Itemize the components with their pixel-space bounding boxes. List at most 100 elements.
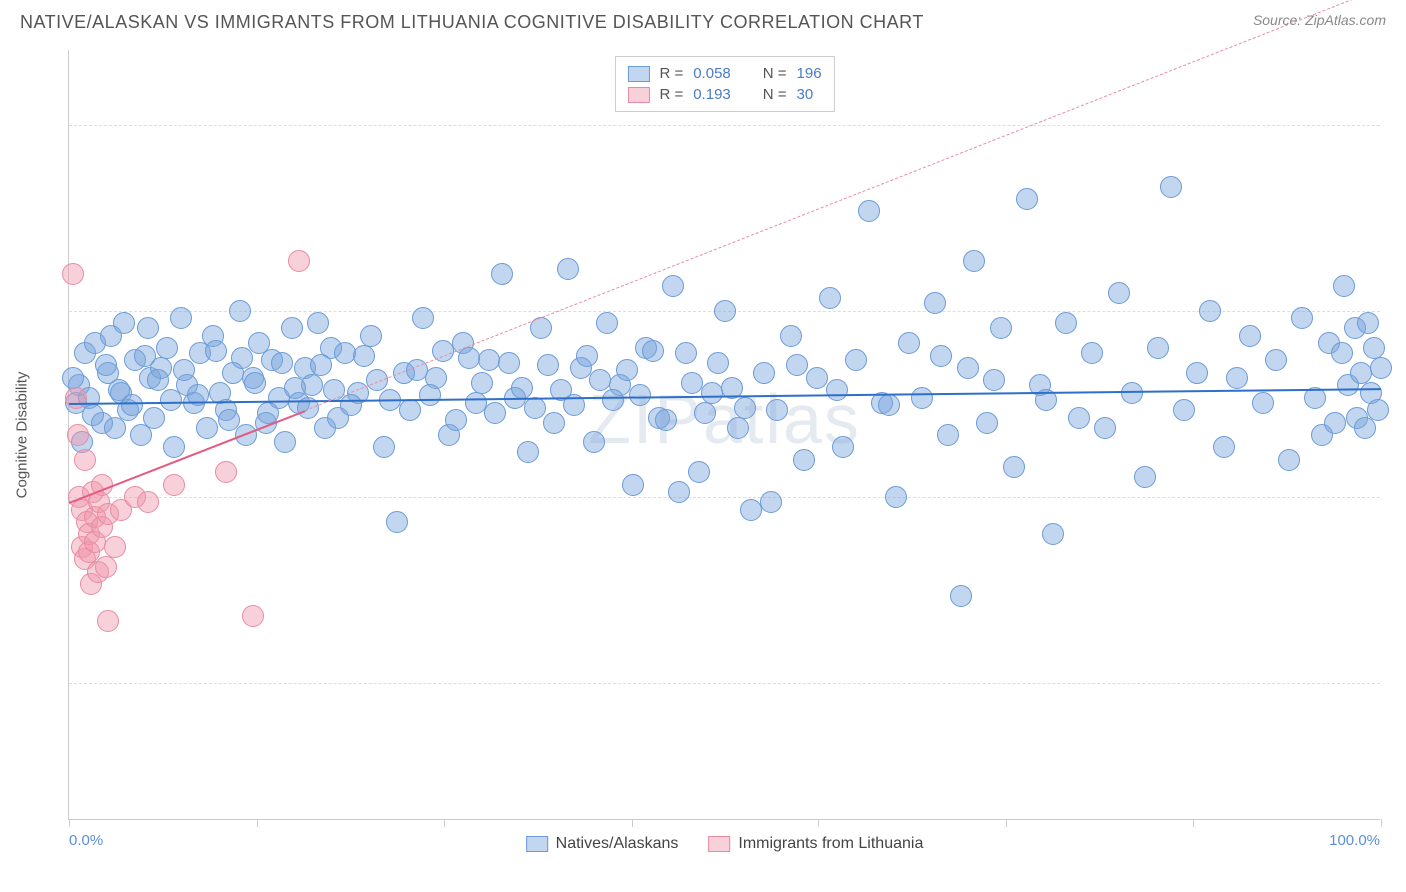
scatter-point xyxy=(471,372,493,394)
scatter-point xyxy=(976,412,998,434)
scatter-point xyxy=(412,307,434,329)
scatter-point xyxy=(596,312,618,334)
scatter-point xyxy=(602,389,624,411)
scatter-point xyxy=(1213,436,1235,458)
scatter-point xyxy=(1350,362,1372,384)
scatter-point xyxy=(307,312,329,334)
scatter-point xyxy=(113,312,135,334)
scatter-point xyxy=(557,258,579,280)
scatter-point xyxy=(727,417,749,439)
scatter-point xyxy=(911,387,933,409)
scatter-point xyxy=(163,474,185,496)
scatter-point xyxy=(858,200,880,222)
scatter-point xyxy=(284,377,306,399)
scatter-point xyxy=(137,317,159,339)
chart-container: Cognitive Disability ZIPatlas R =0.058N … xyxy=(50,50,1380,820)
gridline xyxy=(69,683,1380,684)
scatter-point xyxy=(386,511,408,533)
scatter-point xyxy=(524,397,546,419)
scatter-point xyxy=(1291,307,1313,329)
n-value: 196 xyxy=(797,65,822,82)
scatter-point xyxy=(147,369,169,391)
legend-swatch xyxy=(708,836,730,852)
scatter-point xyxy=(622,474,644,496)
scatter-point xyxy=(819,287,841,309)
legend-series-label: Natives/Alaskans xyxy=(556,835,679,853)
scatter-point xyxy=(97,610,119,632)
scatter-point xyxy=(274,431,296,453)
scatter-point xyxy=(95,354,117,376)
scatter-point xyxy=(714,300,736,322)
scatter-point xyxy=(845,349,867,371)
scatter-point xyxy=(205,340,227,362)
scatter-point xyxy=(1331,342,1353,364)
legend-series-item: Natives/Alaskans xyxy=(526,835,679,853)
scatter-point xyxy=(74,449,96,471)
scatter-point xyxy=(511,377,533,399)
x-tick xyxy=(1381,819,1382,827)
scatter-point xyxy=(1186,362,1208,384)
x-tick xyxy=(444,819,445,827)
scatter-point xyxy=(1252,392,1274,414)
scatter-point xyxy=(1016,188,1038,210)
scatter-point xyxy=(1003,456,1025,478)
scatter-point xyxy=(491,263,513,285)
legend-series-label: Immigrants from Lithuania xyxy=(738,835,923,853)
scatter-point xyxy=(898,332,920,354)
scatter-point xyxy=(62,263,84,285)
scatter-point xyxy=(642,340,664,362)
scatter-point xyxy=(937,424,959,446)
scatter-point xyxy=(360,325,382,347)
scatter-point xyxy=(543,412,565,434)
x-tick xyxy=(1006,819,1007,827)
scatter-point xyxy=(65,387,87,409)
scatter-point xyxy=(957,357,979,379)
scatter-point xyxy=(707,352,729,374)
scatter-point xyxy=(484,402,506,424)
scatter-point xyxy=(1199,300,1221,322)
n-label: N = xyxy=(763,86,787,103)
x-tick-label-left: 0.0% xyxy=(69,832,103,849)
scatter-point xyxy=(196,417,218,439)
scatter-point xyxy=(832,436,854,458)
legend-stats: R =0.058N =196R = 0.193N = 30 xyxy=(614,56,834,112)
scatter-point xyxy=(1160,176,1182,198)
scatter-point xyxy=(537,354,559,376)
scatter-point xyxy=(1094,417,1116,439)
scatter-point xyxy=(1324,412,1346,434)
scatter-point xyxy=(786,354,808,376)
scatter-point xyxy=(576,345,598,367)
scatter-point xyxy=(160,389,182,411)
r-value: 0.058 xyxy=(693,65,731,82)
scatter-point xyxy=(465,392,487,414)
scatter-point xyxy=(780,325,802,347)
x-tick xyxy=(818,819,819,827)
scatter-point xyxy=(694,402,716,424)
scatter-point xyxy=(885,486,907,508)
scatter-point xyxy=(517,441,539,463)
gridline xyxy=(69,125,1380,126)
scatter-point xyxy=(62,367,84,389)
scatter-point xyxy=(310,354,332,376)
scatter-point xyxy=(766,399,788,421)
x-tick-label-right: 100.0% xyxy=(1329,832,1380,849)
scatter-point xyxy=(675,342,697,364)
scatter-point xyxy=(826,379,848,401)
scatter-point xyxy=(1173,399,1195,421)
scatter-point xyxy=(753,362,775,384)
scatter-point xyxy=(1333,275,1355,297)
scatter-point xyxy=(498,352,520,374)
scatter-point xyxy=(1068,407,1090,429)
scatter-point xyxy=(701,382,723,404)
scatter-point xyxy=(478,349,500,371)
scatter-point xyxy=(67,424,89,446)
scatter-point xyxy=(629,384,651,406)
scatter-point xyxy=(662,275,684,297)
legend-swatch xyxy=(627,66,649,82)
scatter-point xyxy=(231,347,253,369)
scatter-point xyxy=(137,491,159,513)
r-label: R = xyxy=(659,65,683,82)
scatter-point xyxy=(589,369,611,391)
scatter-point xyxy=(806,367,828,389)
scatter-point xyxy=(1370,357,1392,379)
